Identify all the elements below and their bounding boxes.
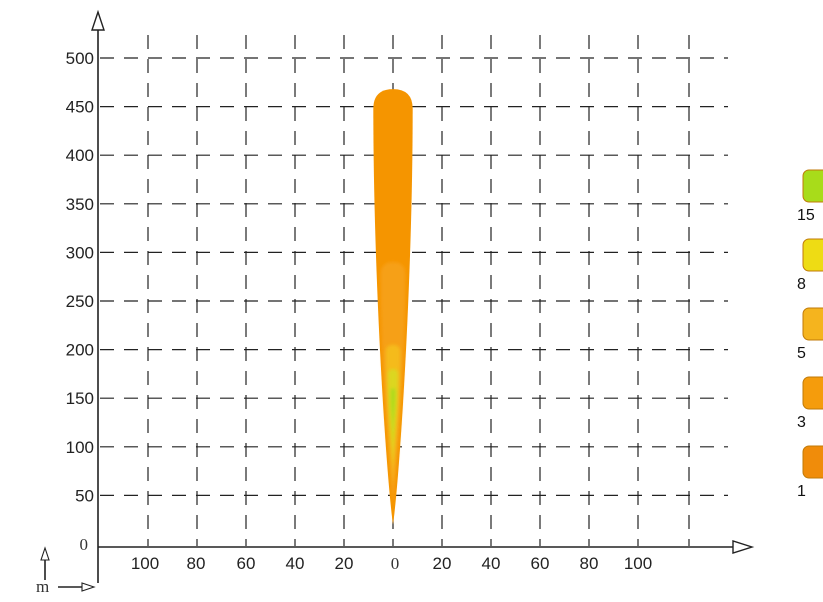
x-tick-label: 20	[433, 554, 452, 573]
y-tick-label: 400	[66, 146, 94, 165]
x-tick-label: 60	[531, 554, 550, 573]
y-axis-arrow	[91, 9, 105, 31]
legend-label: 15	[797, 207, 815, 224]
x-tick-label: 40	[286, 554, 305, 573]
legend: 15 8 5 3 1	[797, 169, 823, 500]
legend-label: 1	[797, 483, 806, 500]
legend-label: 5	[797, 345, 806, 362]
y-tick-label: 100	[66, 438, 94, 457]
x-tick-label: 100	[131, 554, 159, 573]
legend-swatch	[802, 169, 823, 203]
x-tick-label: 100	[624, 554, 652, 573]
unit-right-arrow-head	[81, 582, 96, 592]
plume-contours	[373, 89, 413, 525]
y-tick-label: 450	[66, 98, 94, 117]
x-tick-label: 0	[391, 554, 400, 573]
y-tick-label: 250	[66, 292, 94, 311]
x-tick-labels: 100 80 60 40 20 0 20 40 60 80 100	[131, 554, 652, 573]
grid-lines	[100, 35, 728, 546]
legend-swatch	[802, 307, 823, 341]
y-tick-label: 300	[66, 243, 94, 262]
x-axis-arrow	[732, 540, 755, 554]
legend-label: 8	[797, 276, 806, 293]
legend-swatch	[802, 238, 823, 272]
x-tick-label: 40	[482, 554, 501, 573]
y-tick-labels: 0 50 100 150 200 250 300 350 400 450 500	[66, 49, 94, 554]
y-tick-label: 150	[66, 389, 94, 408]
y-tick-label: 350	[66, 195, 94, 214]
y-tick-label: 50	[75, 486, 94, 505]
x-tick-label: 60	[237, 554, 256, 573]
legend-swatch	[802, 445, 823, 479]
legend-label: 3	[797, 414, 806, 431]
x-tick-label: 80	[187, 554, 206, 573]
y-tick-label: 0	[80, 535, 89, 554]
x-axis-label: m	[36, 577, 49, 596]
legend-swatch	[802, 376, 823, 410]
y-tick-label: 500	[66, 49, 94, 68]
plume-contour-15	[390, 388, 396, 447]
unit-up-arrow-head	[40, 546, 50, 561]
axes: m	[36, 9, 755, 596]
x-tick-label: 20	[335, 554, 354, 573]
y-tick-label: 200	[66, 341, 94, 360]
x-tick-label: 80	[580, 554, 599, 573]
